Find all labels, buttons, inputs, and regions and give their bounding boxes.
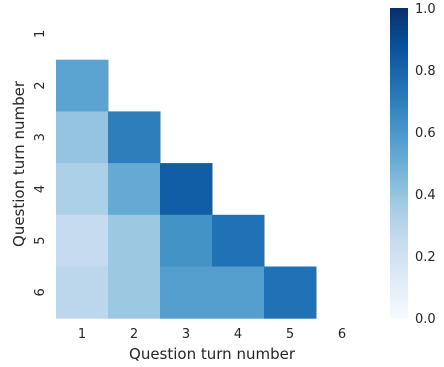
x-tick-label: 3 xyxy=(182,327,190,342)
colorbar-tick-label: 0.8 xyxy=(415,64,436,79)
heatmap-cell xyxy=(212,214,265,267)
y-axis-label: Question turn number xyxy=(10,80,28,247)
colorbar-tick-labels: 0.0 0.2 0.4 0.6 0.8 1.0 xyxy=(415,2,436,327)
heatmap-cell xyxy=(56,163,109,216)
y-tick-label: 2 xyxy=(33,81,48,89)
y-tick-label: 5 xyxy=(33,237,48,245)
heatmap-cell xyxy=(160,214,213,267)
heatmap-cell xyxy=(56,214,109,267)
x-axis-label: Question turn number xyxy=(129,345,296,363)
heatmap-cell xyxy=(212,266,265,319)
colorbar xyxy=(390,8,408,318)
colorbar-tick-label: 0.6 xyxy=(415,126,436,141)
heatmap-cell xyxy=(108,214,161,267)
heatmap-cell xyxy=(108,266,161,319)
heatmap-cell xyxy=(160,163,213,216)
colorbar-tick-label: 1.0 xyxy=(415,2,436,17)
heatmap-cell xyxy=(264,266,317,319)
heatmap-cell xyxy=(160,266,213,319)
heatmap-cell xyxy=(108,111,161,164)
x-tick-labels: 1 2 3 4 5 6 xyxy=(78,327,346,342)
heatmap-cell xyxy=(56,111,109,164)
y-tick-label: 3 xyxy=(33,133,48,141)
x-tick-label: 4 xyxy=(234,327,242,342)
y-tick-labels: 1 2 3 4 5 6 xyxy=(33,30,48,297)
colorbar-tick-label: 0.4 xyxy=(415,188,436,203)
x-tick-label: 6 xyxy=(338,327,346,342)
y-tick-label: 4 xyxy=(33,185,48,193)
heatmap-cell xyxy=(56,59,109,112)
y-tick-label: 1 xyxy=(33,30,48,38)
heatmap-cell xyxy=(108,163,161,216)
heatmap-cell xyxy=(56,266,109,319)
x-tick-label: 1 xyxy=(78,327,86,342)
x-tick-label: 2 xyxy=(130,327,138,342)
heatmap-cells xyxy=(56,59,317,319)
y-tick-label: 6 xyxy=(33,288,48,296)
x-tick-label: 5 xyxy=(286,327,294,342)
colorbar-tick-label: 0.2 xyxy=(415,250,436,265)
colorbar-tick-label: 0.0 xyxy=(415,312,436,327)
